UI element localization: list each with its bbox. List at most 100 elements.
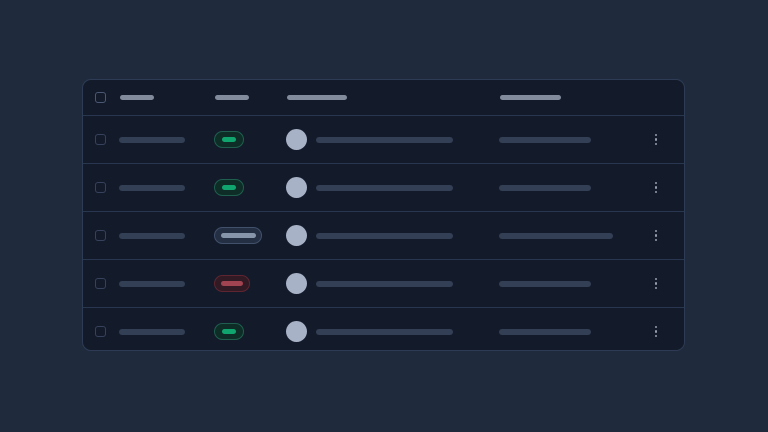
status-badge-bar bbox=[222, 185, 236, 190]
detail-placeholder-bar bbox=[316, 232, 453, 239]
kebab-menu-icon bbox=[654, 190, 658, 194]
status-badge bbox=[214, 323, 244, 340]
table-row bbox=[83, 212, 684, 260]
row-actions-button[interactable] bbox=[651, 178, 662, 198]
row-cell-status bbox=[214, 131, 286, 148]
value-placeholder-bar bbox=[499, 328, 591, 335]
kebab-menu-icon bbox=[654, 234, 658, 237]
kebab-menu-icon bbox=[654, 282, 658, 285]
row-cell-name bbox=[119, 136, 214, 143]
row-cell-select bbox=[83, 326, 119, 337]
row-cell-status bbox=[214, 323, 286, 340]
status-badge-bar bbox=[221, 281, 243, 286]
table-body bbox=[83, 116, 684, 350]
table-row bbox=[83, 164, 684, 212]
row-cell-value bbox=[499, 136, 628, 143]
row-actions-button[interactable] bbox=[651, 322, 662, 342]
row-cell-value bbox=[499, 184, 628, 191]
row-cell-select bbox=[83, 182, 119, 193]
value-placeholder-bar bbox=[499, 136, 591, 143]
row-cell-detail bbox=[286, 225, 499, 246]
row-cell-detail bbox=[286, 321, 499, 342]
kebab-menu-icon bbox=[654, 181, 658, 185]
name-placeholder-bar bbox=[119, 328, 185, 335]
row-actions-button[interactable] bbox=[651, 226, 662, 246]
row-cell-name bbox=[119, 184, 214, 191]
detail-placeholder-bar bbox=[316, 184, 453, 191]
header-cell-2 bbox=[214, 95, 286, 100]
column-header-placeholder bbox=[500, 95, 561, 100]
column-header-placeholder bbox=[120, 95, 154, 100]
status-badge bbox=[214, 179, 244, 196]
kebab-menu-icon bbox=[654, 133, 658, 137]
avatar bbox=[286, 177, 307, 198]
row-checkbox[interactable] bbox=[95, 230, 106, 241]
row-actions-button[interactable] bbox=[651, 130, 662, 150]
kebab-menu-icon bbox=[654, 277, 658, 281]
row-checkbox[interactable] bbox=[95, 134, 106, 145]
row-cell-actions bbox=[628, 178, 684, 198]
column-header-placeholder bbox=[215, 95, 249, 100]
row-cell-status bbox=[214, 179, 286, 196]
kebab-menu-icon bbox=[654, 330, 658, 333]
row-cell-value bbox=[499, 328, 628, 335]
header-cell-3 bbox=[286, 95, 499, 100]
kebab-menu-icon bbox=[654, 138, 658, 141]
row-cell-status bbox=[214, 275, 286, 292]
row-cell-select bbox=[83, 134, 119, 145]
row-actions-button[interactable] bbox=[651, 274, 662, 294]
kebab-menu-icon bbox=[654, 325, 658, 329]
name-placeholder-bar bbox=[119, 184, 185, 191]
kebab-menu-icon bbox=[654, 186, 658, 189]
avatar bbox=[286, 273, 307, 294]
row-checkbox[interactable] bbox=[95, 182, 106, 193]
column-header-placeholder bbox=[287, 95, 347, 100]
table-row bbox=[83, 308, 684, 350]
row-cell-value bbox=[499, 232, 628, 239]
row-checkbox[interactable] bbox=[95, 278, 106, 289]
data-table bbox=[82, 79, 685, 351]
table-header bbox=[83, 80, 684, 116]
status-badge bbox=[214, 131, 244, 148]
detail-placeholder-bar bbox=[316, 328, 453, 335]
kebab-menu-icon bbox=[654, 286, 658, 290]
kebab-menu-icon bbox=[654, 238, 658, 242]
status-badge-bar bbox=[222, 137, 236, 142]
name-placeholder-bar bbox=[119, 232, 185, 239]
row-cell-detail bbox=[286, 177, 499, 198]
kebab-menu-icon bbox=[654, 142, 658, 146]
table-row bbox=[83, 260, 684, 308]
row-cell-detail bbox=[286, 129, 499, 150]
row-cell-name bbox=[119, 232, 214, 239]
select-all-checkbox[interactable] bbox=[95, 92, 106, 103]
status-badge bbox=[214, 227, 262, 244]
row-cell-select bbox=[83, 278, 119, 289]
detail-placeholder-bar bbox=[316, 280, 453, 287]
avatar bbox=[286, 225, 307, 246]
row-cell-actions bbox=[628, 322, 684, 342]
status-badge bbox=[214, 275, 250, 292]
avatar bbox=[286, 129, 307, 150]
row-cell-value bbox=[499, 280, 628, 287]
kebab-menu-icon bbox=[654, 229, 658, 233]
header-cell-1 bbox=[119, 95, 214, 100]
row-cell-detail bbox=[286, 273, 499, 294]
kebab-menu-icon bbox=[654, 334, 658, 338]
row-cell-select bbox=[83, 230, 119, 241]
row-cell-name bbox=[119, 280, 214, 287]
header-cell-select bbox=[83, 92, 119, 103]
value-placeholder-bar bbox=[499, 184, 591, 191]
row-cell-status bbox=[214, 227, 286, 244]
row-cell-actions bbox=[628, 130, 684, 150]
value-placeholder-bar bbox=[499, 232, 613, 239]
row-cell-name bbox=[119, 328, 214, 335]
header-cell-4 bbox=[499, 95, 628, 100]
name-placeholder-bar bbox=[119, 280, 185, 287]
row-cell-actions bbox=[628, 226, 684, 246]
status-badge-bar bbox=[222, 329, 236, 334]
row-checkbox[interactable] bbox=[95, 326, 106, 337]
row-cell-actions bbox=[628, 274, 684, 294]
table-row bbox=[83, 116, 684, 164]
avatar bbox=[286, 321, 307, 342]
